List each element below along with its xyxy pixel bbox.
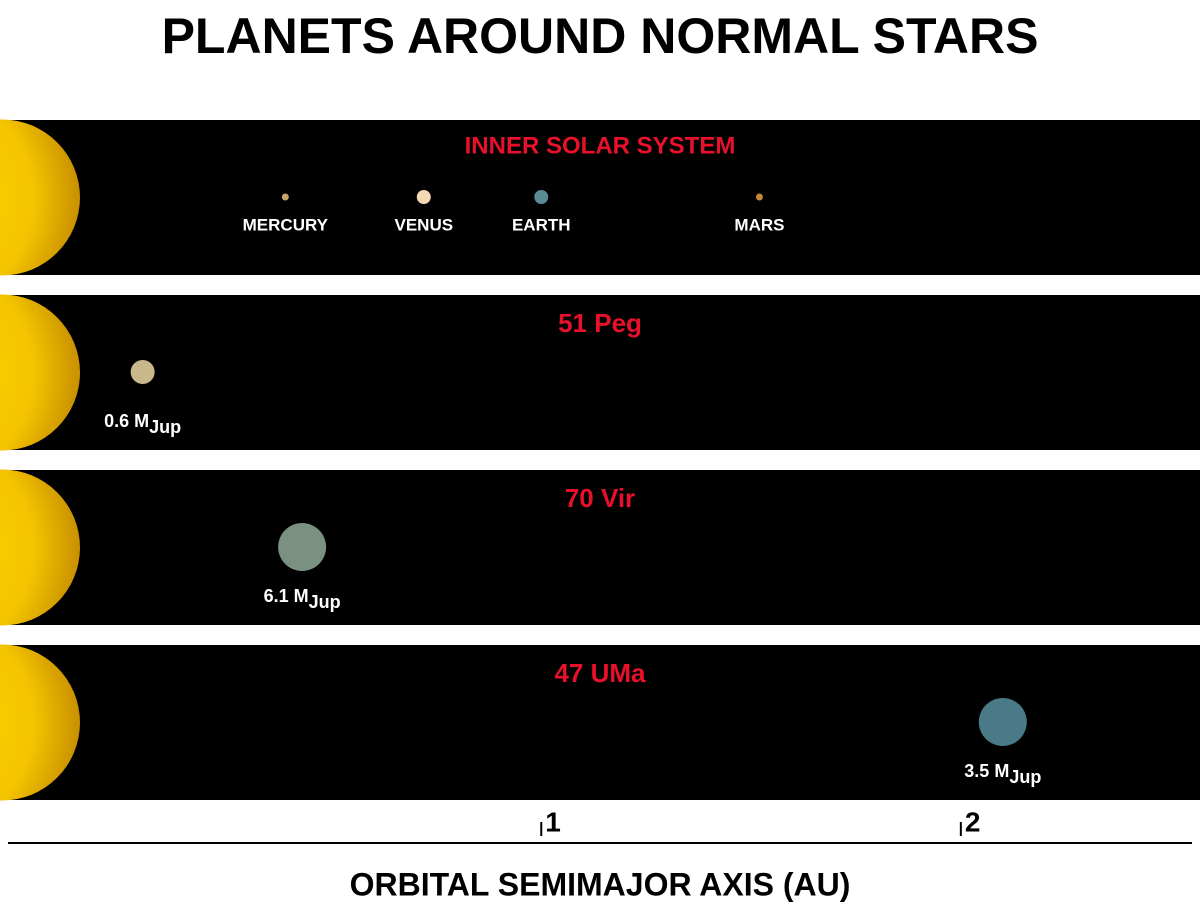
- mass-unit: M: [134, 411, 149, 431]
- mass-value: 3.5: [964, 761, 989, 781]
- panel-title: 51 Peg: [558, 308, 642, 338]
- star: [0, 644, 80, 801]
- mass-unit-sub: Jup: [149, 417, 181, 437]
- panel: [0, 295, 1200, 450]
- planet: [978, 698, 1027, 746]
- planet-label: VENUS: [394, 215, 453, 234]
- mass-unit: M: [294, 586, 309, 606]
- x-tick-label: 1: [545, 806, 561, 837]
- planet: [416, 190, 431, 204]
- mass-label: 0.6 MJup: [104, 411, 181, 437]
- planet: [281, 193, 289, 201]
- planet: [278, 523, 327, 571]
- mass-unit-sub: Jup: [309, 592, 341, 612]
- planet-label: MARS: [734, 215, 784, 234]
- planet: [755, 193, 763, 201]
- panel-title: 70 Vir: [565, 483, 635, 513]
- star: [0, 469, 80, 626]
- star: [0, 119, 80, 276]
- mass-value: 0.6: [104, 411, 129, 431]
- panel: [0, 470, 1200, 625]
- mass-label: 3.5 MJup: [964, 761, 1041, 787]
- x-tick-label: 2: [965, 806, 981, 837]
- panel-title: INNER SOLAR SYSTEM: [465, 132, 736, 159]
- mass-unit: M: [994, 761, 1009, 781]
- mass-value: 6.1: [264, 586, 289, 606]
- title: PLANETS AROUND NORMAL STARS: [162, 8, 1039, 64]
- panel-title: 47 UMa: [554, 658, 646, 688]
- planet-label: MERCURY: [243, 215, 329, 234]
- axis-label: ORBITAL SEMIMAJOR AXIS (AU): [350, 866, 851, 902]
- mass-unit-sub: Jup: [1009, 767, 1041, 787]
- planet: [130, 360, 155, 384]
- mass-label: 6.1 MJup: [264, 586, 341, 612]
- planet: [534, 190, 549, 204]
- star: [0, 294, 80, 451]
- planet-label: EARTH: [512, 215, 571, 234]
- panel: [0, 120, 1200, 275]
